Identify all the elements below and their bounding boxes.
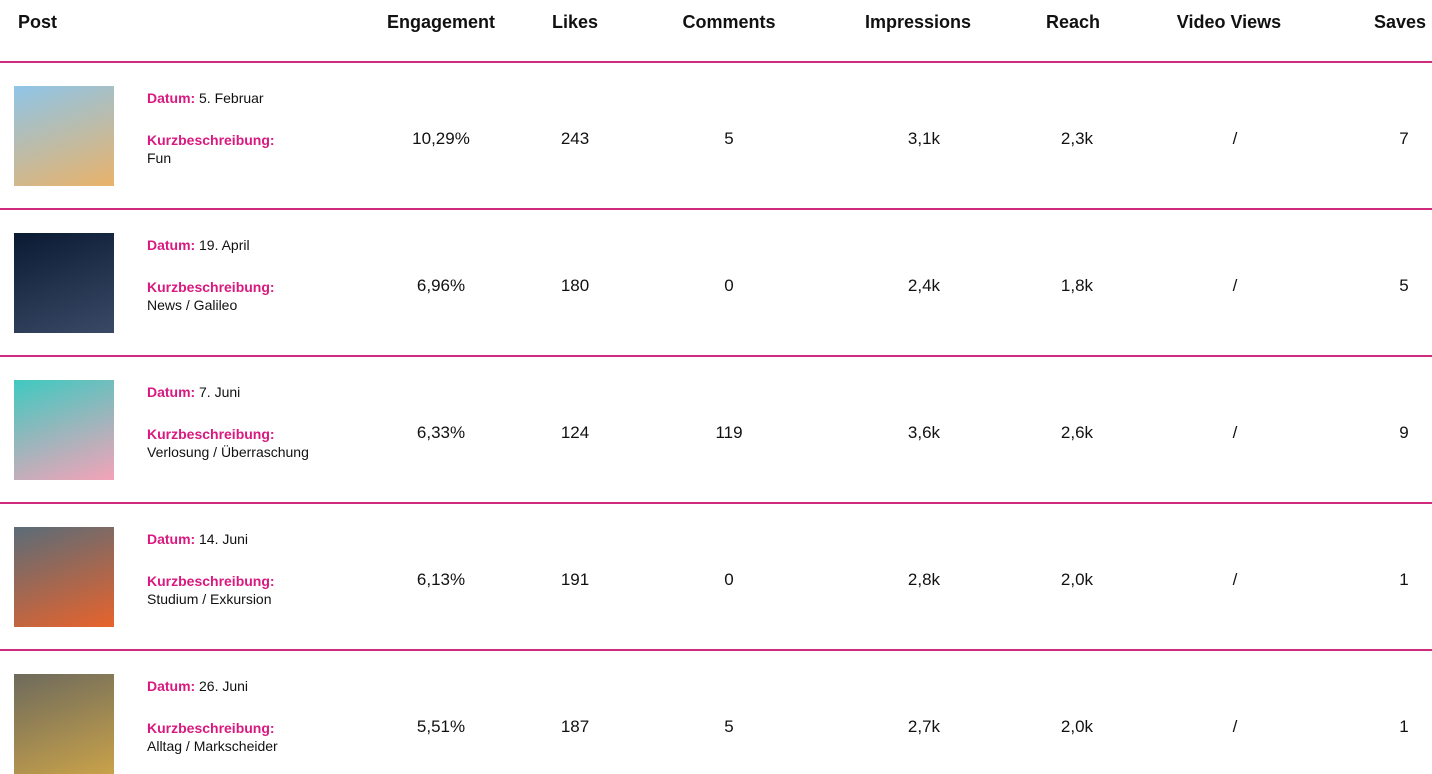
column-header: Likes xyxy=(551,12,599,32)
metric-cell: 6,33% xyxy=(416,423,466,442)
metric-cell: 1 xyxy=(1399,717,1409,736)
metric-cell: 3,6k xyxy=(907,423,941,442)
row-divider xyxy=(0,61,1432,63)
metric-cell: 10,29% xyxy=(412,129,470,148)
metric-cell: 9 xyxy=(1399,423,1409,442)
description-label: Kurzbeschreibung: xyxy=(147,573,275,589)
description-label: Kurzbeschreibung: xyxy=(147,279,275,295)
row-divider xyxy=(0,208,1432,210)
metric-cell: 6,13% xyxy=(416,570,466,589)
metric-cell: / xyxy=(1232,129,1238,148)
description-label: Kurzbeschreibung: xyxy=(147,426,275,442)
metric-cell: 2,0k xyxy=(1060,717,1094,736)
post-thumbnail xyxy=(14,380,114,480)
metric-cell: 2,6k xyxy=(1060,423,1094,442)
description: Fun xyxy=(147,150,172,166)
description: News / Galileo xyxy=(147,297,238,313)
metric-cell: 187 xyxy=(560,717,590,736)
description-label: Kurzbeschreibung: xyxy=(147,720,275,736)
metric-cell: 124 xyxy=(560,423,590,442)
description-label: Kurzbeschreibung: xyxy=(147,132,275,148)
date-label: Datum: xyxy=(147,90,196,106)
metric-cell: 5 xyxy=(724,129,734,148)
date: 5. Februar xyxy=(199,90,264,106)
column-header: Impressions xyxy=(864,12,972,32)
column-header: Saves xyxy=(1373,12,1427,32)
metric-cell: 2,3k xyxy=(1060,129,1094,148)
date: 19. April xyxy=(199,237,250,253)
metric-cell: 119 xyxy=(715,423,743,442)
post-thumbnail xyxy=(14,674,114,774)
metric-cell: 1 xyxy=(1399,570,1409,589)
column-header: Engagement xyxy=(386,12,496,32)
date-label: Datum: xyxy=(147,678,196,694)
metric-cell: / xyxy=(1232,276,1238,295)
metric-cell: 5 xyxy=(724,717,734,736)
metric-cell: 243 xyxy=(560,129,590,148)
metric-cell: / xyxy=(1232,717,1238,736)
metric-cell: 0 xyxy=(724,570,734,589)
date: 14. Juni xyxy=(199,531,249,547)
metric-cell: 5,51% xyxy=(416,717,466,736)
date-label: Datum: xyxy=(147,384,196,400)
description: Studium / Exkursion xyxy=(147,591,272,607)
column-header: Comments xyxy=(682,12,776,32)
row-divider xyxy=(0,649,1432,651)
metric-cell: 191 xyxy=(560,570,590,589)
date-label: Datum: xyxy=(147,237,196,253)
column-header: Reach xyxy=(1045,12,1101,32)
date-label: Datum: xyxy=(147,531,196,547)
column-header: Post xyxy=(18,12,58,32)
description: Verlosung / Überraschung xyxy=(147,444,309,460)
metric-cell: / xyxy=(1232,570,1238,589)
date: 7. Juni xyxy=(199,384,241,400)
metric-cell: 2,0k xyxy=(1060,570,1094,589)
date: 26. Juni xyxy=(199,678,249,694)
row-divider xyxy=(0,355,1432,357)
row-divider xyxy=(0,502,1432,504)
description: Alltag / Markscheider xyxy=(147,738,278,754)
metric-cell: 5 xyxy=(1399,276,1409,295)
post-thumbnail xyxy=(14,527,114,627)
metric-cell: 6,96% xyxy=(416,276,466,295)
column-header: Video Views xyxy=(1176,12,1282,32)
metric-cell: 2,4k xyxy=(907,276,941,295)
metric-cell: 2,8k xyxy=(907,570,941,589)
metric-cell: 1,8k xyxy=(1060,276,1094,295)
metric-cell: 7 xyxy=(1399,129,1409,148)
metric-cell: / xyxy=(1232,423,1238,442)
metric-cell: 3,1k xyxy=(907,129,941,148)
metric-cell: 2,7k xyxy=(907,717,941,736)
post-thumbnail xyxy=(14,233,114,333)
metric-cell: 0 xyxy=(724,276,734,295)
metric-cell: 180 xyxy=(560,276,590,295)
post-thumbnail xyxy=(14,86,114,186)
